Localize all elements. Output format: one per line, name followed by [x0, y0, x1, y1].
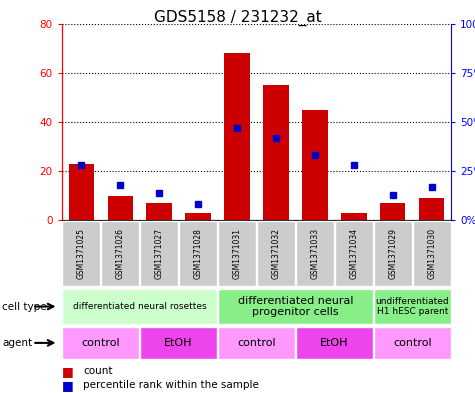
Bar — [335, 221, 373, 286]
Bar — [62, 221, 100, 286]
Text: EtOH: EtOH — [320, 338, 349, 348]
Text: GSM1371032: GSM1371032 — [272, 228, 280, 279]
Bar — [413, 221, 451, 286]
Bar — [107, 195, 133, 220]
Bar — [374, 289, 451, 324]
Bar — [374, 221, 412, 286]
Bar — [374, 327, 451, 359]
Text: GDS5158 / 231232_at: GDS5158 / 231232_at — [153, 10, 322, 26]
Bar — [140, 221, 178, 286]
Text: differentiated neural rosettes: differentiated neural rosettes — [73, 302, 207, 311]
Bar — [224, 53, 250, 220]
Text: percentile rank within the sample: percentile rank within the sample — [83, 380, 259, 390]
Text: GSM1371027: GSM1371027 — [155, 228, 163, 279]
Bar — [296, 327, 373, 359]
Text: cell type: cell type — [2, 301, 47, 312]
Bar — [179, 221, 217, 286]
Bar — [218, 327, 295, 359]
Bar — [263, 85, 289, 220]
Text: ■: ■ — [62, 365, 74, 378]
Text: control: control — [81, 338, 120, 348]
Bar — [218, 221, 256, 286]
Bar — [101, 221, 139, 286]
Bar — [341, 213, 367, 220]
Bar — [296, 221, 334, 286]
Bar — [257, 221, 295, 286]
Bar — [380, 203, 406, 220]
Text: count: count — [83, 366, 113, 376]
Bar — [62, 327, 139, 359]
Bar — [146, 203, 172, 220]
Text: control: control — [237, 338, 276, 348]
Text: EtOH: EtOH — [164, 338, 193, 348]
Text: GSM1371025: GSM1371025 — [77, 228, 86, 279]
Text: GSM1371029: GSM1371029 — [389, 228, 397, 279]
Bar — [185, 213, 211, 220]
Text: GSM1371033: GSM1371033 — [311, 228, 319, 279]
Bar — [218, 289, 373, 324]
Text: undifferentiated
H1 hESC parent: undifferentiated H1 hESC parent — [376, 297, 449, 316]
Text: GSM1371030: GSM1371030 — [428, 228, 436, 279]
Text: differentiated neural
progenitor cells: differentiated neural progenitor cells — [238, 296, 353, 317]
Text: GSM1371031: GSM1371031 — [233, 228, 241, 279]
Text: GSM1371028: GSM1371028 — [194, 228, 202, 279]
Text: GSM1371034: GSM1371034 — [350, 228, 358, 279]
Bar — [302, 110, 328, 220]
Text: agent: agent — [2, 338, 32, 348]
Bar — [140, 327, 217, 359]
Text: control: control — [393, 338, 432, 348]
Text: GSM1371026: GSM1371026 — [116, 228, 124, 279]
Text: ■: ■ — [62, 378, 74, 392]
Bar — [62, 289, 217, 324]
Bar — [419, 198, 445, 220]
Bar — [68, 163, 94, 220]
